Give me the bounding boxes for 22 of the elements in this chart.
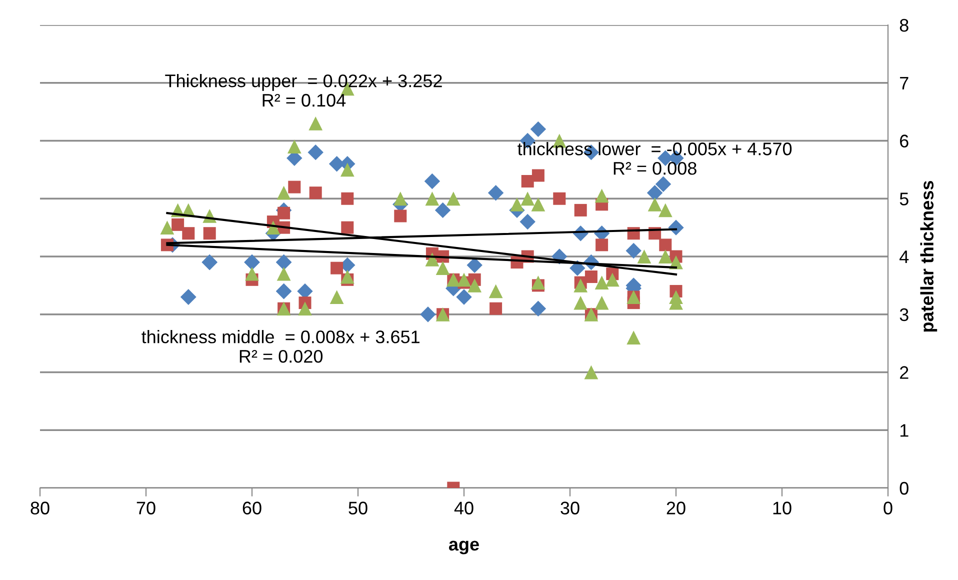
annotation: thickness middle = 0.008x + 3.651 R² = 0.020 — [142, 330, 420, 363]
x-tick-label: 10 — [773, 502, 792, 514]
y-tick-label: 7 — [900, 76, 908, 90]
y-tick-label: 0 — [900, 482, 908, 495]
x-tick-label: 70 — [136, 502, 156, 514]
y-tick-label: 4 — [900, 250, 909, 264]
x-tick-label: 40 — [454, 502, 474, 514]
x-tick-label: 0 — [884, 502, 892, 514]
y-tick-label: 5 — [900, 192, 908, 206]
y-tick-label: 2 — [900, 366, 908, 379]
x-tick-label: 20 — [666, 502, 686, 514]
annotation: Thickness upper = 0.022x + 3.252 R² = 0.104 — [165, 74, 442, 107]
x-tick-label: 60 — [242, 502, 262, 514]
y-tick-label: 3 — [900, 308, 908, 322]
x-tick-label: 80 — [30, 502, 50, 514]
y-axis-title: patellar thickness — [920, 180, 938, 332]
y-tick-label: 1 — [900, 424, 908, 437]
x-tick-label: 50 — [348, 502, 368, 514]
x-tick-label: 30 — [560, 502, 580, 514]
x-axis-title: age — [448, 540, 479, 554]
y-tick-label: 6 — [900, 134, 908, 148]
y-tick-label: 8 — [900, 18, 908, 32]
